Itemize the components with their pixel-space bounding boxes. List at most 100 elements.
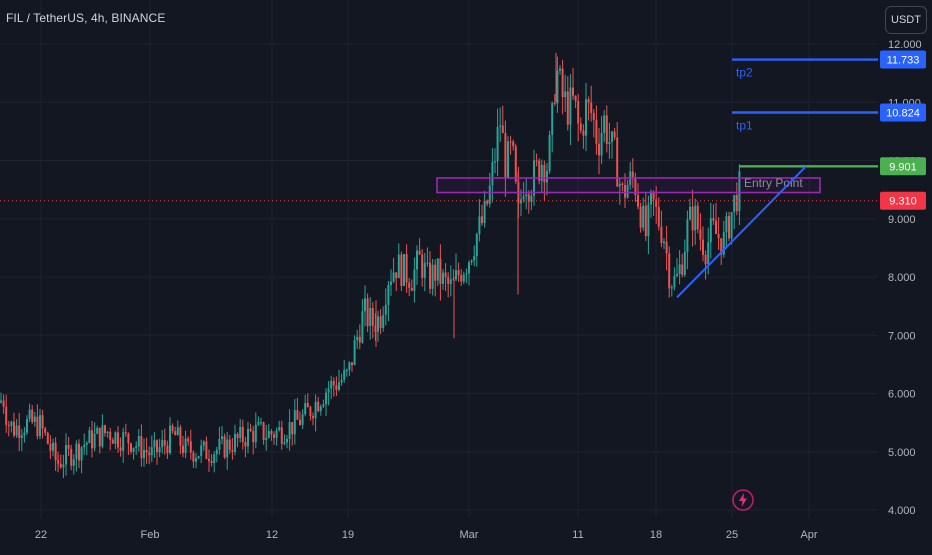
entry-price-badge-bg bbox=[880, 157, 926, 176]
candle-body bbox=[618, 183, 621, 187]
candle-body bbox=[317, 401, 320, 412]
candle bbox=[169, 416, 171, 456]
candle-body bbox=[689, 206, 691, 220]
candle bbox=[475, 232, 478, 267]
candle bbox=[254, 412, 257, 449]
candle-body bbox=[358, 336, 361, 343]
candle-body bbox=[143, 450, 145, 459]
candle bbox=[613, 127, 616, 141]
candle-body bbox=[137, 435, 140, 447]
candle-body bbox=[449, 279, 452, 284]
candle-body bbox=[366, 298, 369, 326]
candle-body bbox=[260, 422, 262, 424]
x-tick-label: Mar bbox=[460, 529, 479, 541]
candle bbox=[59, 454, 62, 469]
candle bbox=[122, 427, 125, 463]
candle bbox=[574, 95, 577, 109]
tp2-label: tp2 bbox=[736, 66, 753, 80]
candle-body bbox=[234, 433, 236, 452]
candle-body bbox=[686, 219, 689, 252]
candle-body bbox=[169, 425, 171, 453]
candle-body bbox=[36, 416, 39, 437]
candle bbox=[174, 426, 177, 436]
support-trendline[interactable] bbox=[676, 165, 807, 299]
candle bbox=[426, 247, 429, 267]
candle-body bbox=[642, 205, 645, 228]
candle bbox=[582, 124, 585, 149]
candle bbox=[351, 362, 353, 372]
candle-body bbox=[184, 438, 187, 454]
candle-body bbox=[403, 254, 405, 286]
candle-body bbox=[283, 442, 286, 444]
candle bbox=[39, 408, 41, 440]
candle-body bbox=[241, 426, 244, 443]
candle bbox=[80, 446, 83, 474]
lightning-icon[interactable] bbox=[731, 488, 755, 512]
candle bbox=[176, 420, 179, 436]
candle-body bbox=[728, 215, 730, 239]
candle-body bbox=[356, 336, 359, 341]
candle-body bbox=[499, 125, 502, 127]
candle bbox=[236, 432, 239, 448]
entry-zone-box[interactable] bbox=[436, 177, 821, 194]
candle bbox=[223, 433, 226, 460]
candle-body bbox=[52, 442, 54, 451]
candle bbox=[361, 299, 364, 344]
candle bbox=[262, 421, 265, 445]
candle-body bbox=[468, 262, 470, 274]
y-tick-label: 4.000 bbox=[888, 505, 916, 517]
candle bbox=[579, 117, 582, 134]
candle bbox=[91, 421, 93, 458]
candle bbox=[249, 423, 252, 433]
candle bbox=[681, 253, 684, 278]
candle bbox=[7, 420, 10, 437]
candle-body bbox=[23, 432, 26, 436]
candle bbox=[171, 423, 174, 434]
candle-body bbox=[691, 206, 694, 231]
candle-body bbox=[59, 463, 62, 468]
candle-body bbox=[371, 308, 374, 326]
currency-button[interactable]: USDT bbox=[885, 6, 927, 34]
candle bbox=[410, 279, 413, 292]
candle bbox=[449, 265, 452, 297]
candle bbox=[631, 158, 634, 188]
candle-body bbox=[390, 281, 392, 285]
candle-body bbox=[265, 437, 268, 441]
candle-body bbox=[325, 392, 327, 405]
candle-body bbox=[343, 370, 346, 380]
candle-body bbox=[252, 431, 255, 443]
candle-body bbox=[527, 194, 530, 202]
candle-body bbox=[631, 171, 634, 178]
candle bbox=[551, 101, 554, 153]
candle-body bbox=[460, 275, 463, 282]
candle bbox=[457, 262, 460, 282]
candle-body bbox=[221, 436, 223, 440]
candle-body bbox=[322, 404, 325, 407]
candle-body bbox=[309, 407, 312, 417]
candle-body bbox=[548, 135, 551, 172]
drawings[interactable]: Entry Point tp1 tp2 bbox=[0, 58, 878, 299]
candle bbox=[127, 432, 130, 455]
candle-body bbox=[364, 298, 366, 312]
candle-body bbox=[520, 199, 522, 204]
candle-body bbox=[75, 443, 78, 460]
candle bbox=[153, 432, 156, 458]
candle bbox=[70, 444, 73, 471]
candle bbox=[624, 173, 626, 209]
candle bbox=[689, 198, 691, 221]
candle bbox=[585, 83, 587, 152]
candle-body bbox=[244, 442, 247, 447]
candle-body bbox=[647, 204, 650, 237]
x-tick-label: 11 bbox=[572, 529, 583, 541]
candle-body bbox=[439, 258, 442, 284]
candle bbox=[496, 108, 499, 177]
candle-body bbox=[585, 99, 587, 136]
candles bbox=[0, 52, 741, 479]
candle bbox=[699, 213, 702, 251]
candle bbox=[322, 399, 325, 408]
candle-body bbox=[624, 184, 626, 198]
candle bbox=[75, 440, 78, 472]
candle-body bbox=[49, 443, 52, 451]
